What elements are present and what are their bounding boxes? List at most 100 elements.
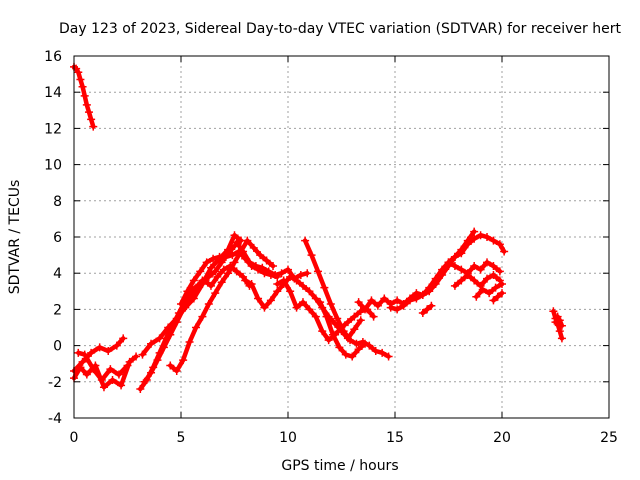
data-point-marker — [140, 377, 149, 386]
data-point-marker — [335, 343, 344, 352]
data-point-marker — [470, 276, 479, 285]
data-point-marker — [489, 271, 498, 280]
data-point-marker — [326, 299, 335, 308]
series-trace — [302, 238, 391, 359]
data-point-marker — [164, 323, 173, 332]
data-point-marker — [427, 301, 436, 310]
x-tick-label: 15 — [386, 430, 404, 446]
data-point-marker — [106, 365, 115, 374]
y-tick-label: 8 — [53, 194, 62, 210]
data-point-marker — [76, 75, 85, 84]
data-point-marker — [495, 240, 504, 249]
data-point-marker — [489, 296, 498, 305]
data-point-marker — [380, 294, 389, 303]
data-point-marker — [303, 269, 312, 278]
data-point-marker — [189, 294, 198, 303]
axes: 0 5 10 15 20 25 -4 -2 0 2 4 6 8 10 12 14 16 — [44, 49, 618, 446]
data-point-marker — [266, 296, 275, 305]
data-point-marker — [230, 231, 239, 240]
x-axis-label: GPS time / hours — [281, 458, 398, 474]
data-point-marker — [354, 345, 363, 354]
data-point-marker — [343, 318, 352, 327]
data-point-marker — [99, 383, 108, 392]
data-point-marker — [356, 307, 365, 316]
y-tick-label: 2 — [53, 302, 62, 318]
series-trace — [275, 278, 376, 343]
y-tick-label: 14 — [44, 85, 62, 101]
data-point-marker — [159, 343, 168, 352]
data-point-marker — [95, 343, 104, 352]
data-point-marker — [224, 269, 233, 278]
data-point-marker — [423, 305, 432, 314]
data-point-marker — [219, 265, 228, 274]
series-s23 — [551, 312, 566, 330]
data-point-marker — [555, 327, 564, 336]
data-point-marker — [189, 276, 198, 285]
y-tick-label: -4 — [48, 411, 62, 427]
y-axis-label: SDTVAR / TECUs — [7, 180, 23, 295]
data-point-marker — [198, 280, 207, 289]
data-point-marker — [348, 352, 357, 361]
data-point-marker — [318, 327, 327, 336]
series-trace — [71, 64, 96, 129]
y-tick-label: -2 — [48, 375, 62, 391]
series-s14 — [316, 298, 370, 361]
data-point-marker — [179, 356, 188, 365]
data-point-marker — [172, 314, 181, 323]
data-point-marker — [260, 303, 269, 312]
data-point-marker — [373, 301, 382, 310]
data-point-marker — [476, 231, 485, 240]
data-point-marker — [463, 236, 472, 245]
data-point-marker — [155, 334, 164, 343]
data-point-marker — [232, 267, 241, 276]
series-trace — [317, 299, 368, 359]
data-point-marker — [132, 352, 141, 361]
data-point-marker — [305, 287, 314, 296]
data-point-marker — [557, 321, 566, 330]
data-point-marker — [271, 271, 280, 280]
data-point-marker — [444, 258, 453, 267]
data-point-marker — [457, 276, 466, 285]
data-point-marker — [136, 385, 145, 394]
data-point-marker — [495, 267, 504, 276]
data-point-marker — [76, 363, 85, 372]
data-point-marker — [350, 325, 359, 334]
data-point-marker — [206, 281, 215, 290]
data-point-marker — [457, 245, 466, 254]
data-point-marker — [431, 280, 440, 289]
data-point-marker — [211, 267, 220, 276]
data-point-marker — [341, 350, 350, 359]
data-point-marker — [350, 312, 359, 321]
y-tick-label: 10 — [44, 158, 62, 174]
data-point-marker — [147, 339, 156, 348]
data-point-marker — [405, 296, 414, 305]
data-point-marker — [549, 307, 558, 316]
data-point-marker — [241, 276, 250, 285]
data-point-marker — [418, 290, 427, 299]
series-s19 — [472, 280, 506, 301]
data-point-marker — [177, 299, 185, 308]
series-trace — [234, 240, 310, 281]
data-point-marker — [80, 91, 89, 100]
data-point-marker — [230, 258, 239, 267]
data-point-marker — [328, 330, 337, 339]
data-point-marker — [311, 312, 320, 321]
data-point-marker — [354, 298, 363, 307]
y-tick-label: 4 — [53, 266, 62, 282]
data-point-marker — [89, 365, 98, 374]
data-point-marker — [551, 318, 560, 327]
data-point-marker — [108, 375, 117, 384]
data-point-marker — [298, 298, 307, 307]
y-tick-label: 0 — [53, 339, 62, 355]
data-point-marker — [82, 370, 91, 379]
series-s13 — [301, 236, 393, 361]
series-s16 — [386, 227, 479, 314]
data-point-marker — [393, 296, 402, 305]
series-s7 — [138, 231, 245, 359]
data-point-marker — [483, 233, 492, 241]
data-point-marker — [209, 254, 218, 263]
data-point-marker — [301, 236, 310, 245]
series-s4 — [74, 348, 132, 384]
data-point-marker — [450, 281, 459, 290]
series-s20 — [489, 289, 506, 305]
